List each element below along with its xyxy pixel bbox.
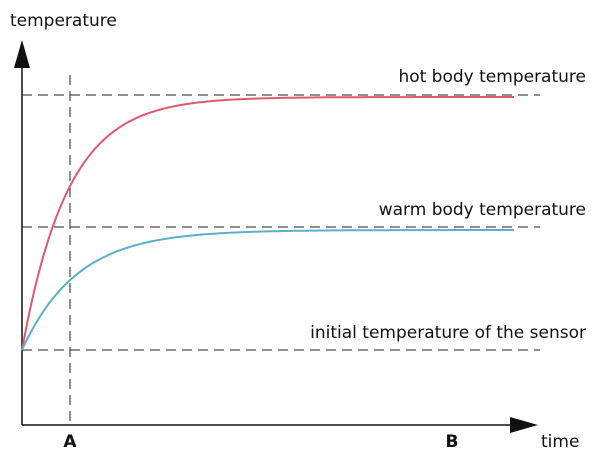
x-axis-label: time	[541, 432, 579, 452]
warm-curve	[21, 229, 514, 351]
y-axis-label: temperature	[10, 11, 117, 31]
y-axis-arrow	[14, 40, 30, 68]
initial-label: initial temperature of the sensor	[310, 323, 586, 343]
marker-b: B	[446, 432, 459, 452]
x-axis-arrow	[510, 417, 538, 433]
hot-curve	[21, 96, 514, 351]
marker-a: A	[63, 432, 77, 452]
warm-label: warm body temperature	[379, 200, 586, 220]
hot-label: hot body temperature	[398, 67, 586, 87]
